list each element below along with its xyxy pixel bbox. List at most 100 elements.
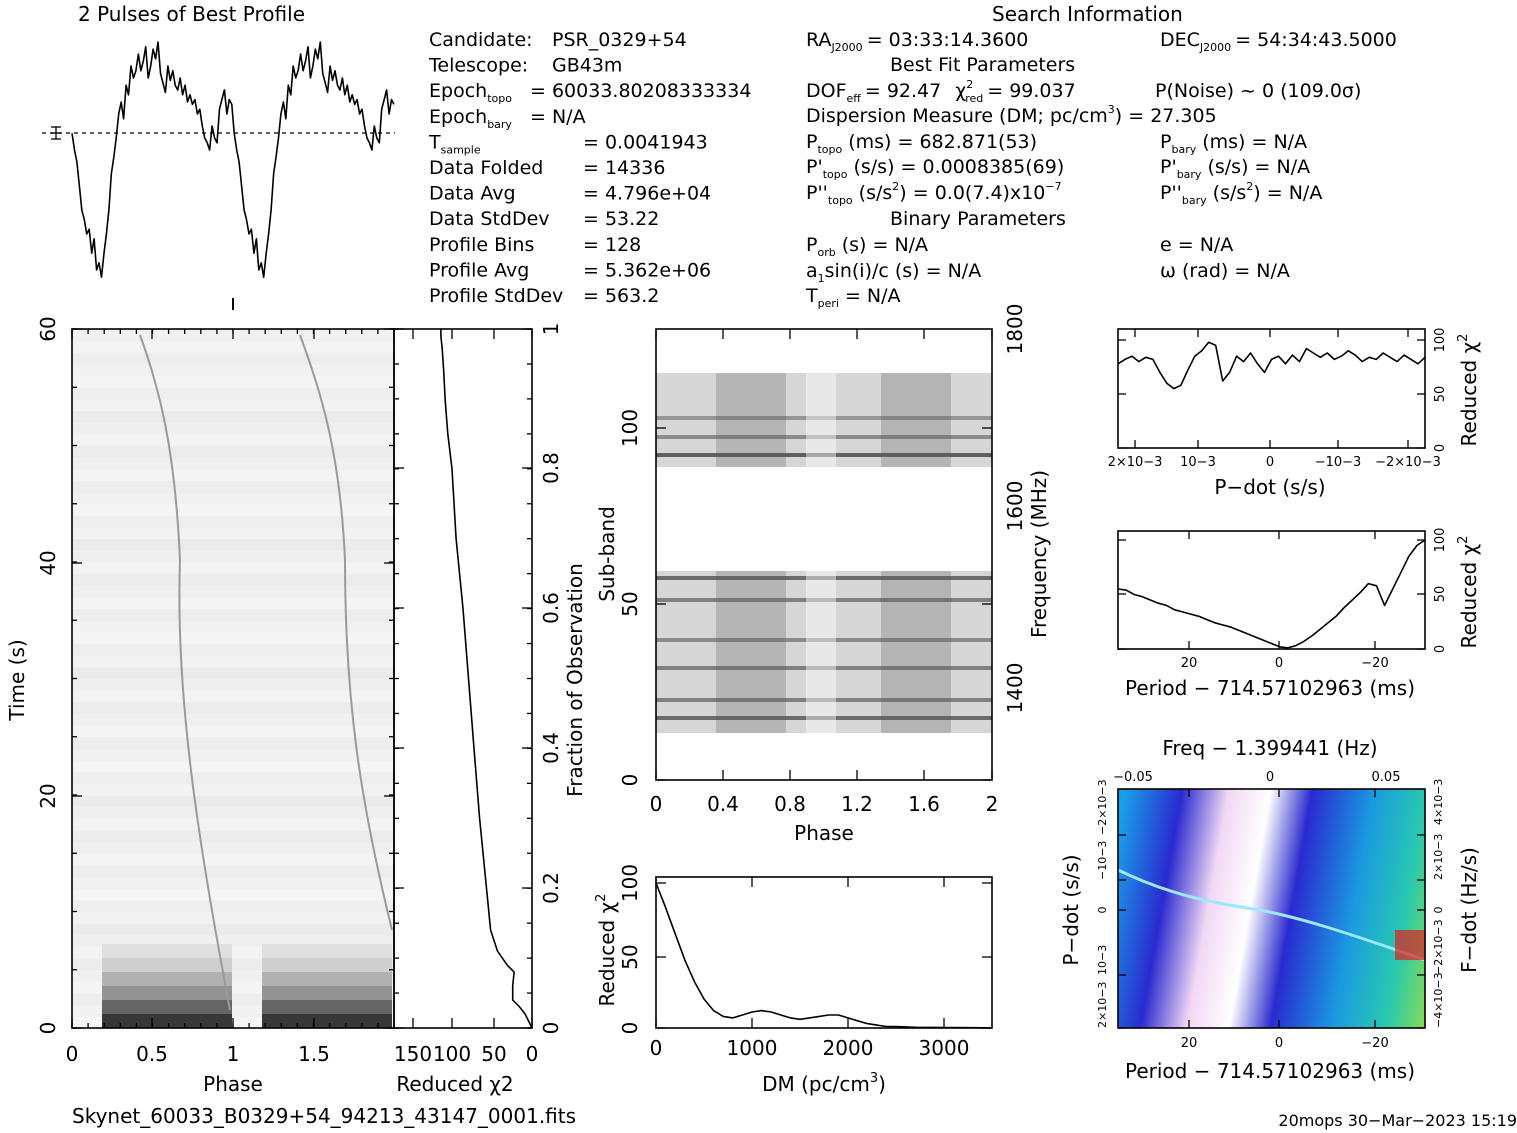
ppd-ylabel: P−dot (s/s)	[1059, 854, 1083, 965]
dm-ytick-1: 50	[618, 944, 642, 969]
time-chi-curve	[440, 329, 533, 1029]
svg-text:Dispersion Measure (DM; pc/cm3: Dispersion Measure (DM; pc/cm3) = 27.305	[806, 103, 1217, 127]
ecc-value: e = N/A	[1160, 234, 1233, 256]
info-value: = 4.796e+04	[583, 183, 711, 205]
pddtopo-value: ) = 0.0(7.4)x10	[899, 182, 1045, 204]
sb-line	[656, 576, 992, 580]
dm-xlabel: DM (pc/cm	[762, 1072, 870, 1096]
sb-xtick-3: 1.2	[841, 792, 873, 816]
pdbary-value: (s/s) = N/A	[1207, 156, 1310, 178]
a1-value: sin(i)/c (s) = N/A	[825, 260, 982, 282]
tp-row	[72, 701, 394, 714]
tc-ytick-2: 0.4	[539, 732, 563, 764]
ppd-ytick-4: −2×10−3	[1096, 779, 1109, 835]
chi-label: χ	[955, 80, 966, 102]
subband-phase-plot: 0 0.4 0.8 1.2 1.6 2 Phase 0 50 100 Sub-b…	[595, 304, 1051, 845]
svg-text:DM (pc/cm3): DM (pc/cm3)	[762, 1071, 886, 1096]
tp-row	[72, 445, 394, 458]
info-value: = 5.362e+06	[583, 259, 711, 281]
tp-row	[72, 631, 394, 645]
ppd-title: Freq − 1.399441 (Hz)	[1162, 736, 1377, 760]
ra-label: RA	[806, 29, 831, 51]
tp-ytick-0: 0	[36, 1022, 60, 1035]
tp-row	[72, 515, 394, 528]
tp-row	[72, 398, 394, 412]
info-value: GB43m	[552, 55, 622, 77]
svg-text:P'topo(s/s) = 0.0008385(69): P'topo (s/s) = 0.0008385(69)	[806, 156, 1064, 181]
pdtopo-value: (s/s) = 0.0008385(69)	[853, 156, 1064, 178]
tp-row	[72, 340, 394, 353]
tp-row	[72, 818, 394, 831]
info-row: Epochtopo = 60033.80208333334	[429, 80, 751, 105]
pe-ytick-0: 0	[1433, 645, 1448, 653]
tp-band	[262, 1000, 392, 1014]
tc-ytick-3: 0.6	[539, 592, 563, 624]
tp-band	[102, 1000, 232, 1014]
tp-row	[72, 492, 394, 505]
tperi-value: = N/A	[845, 285, 901, 307]
info-label: Data StdDev	[429, 208, 550, 230]
tp-row	[72, 573, 394, 586]
tp-row	[72, 841, 394, 854]
tp-ytick-2: 40	[36, 550, 60, 575]
tp-row	[72, 678, 394, 691]
pddbary-label: P''	[1160, 182, 1182, 204]
sb-line	[656, 435, 992, 439]
ppd-xtick-1: 0	[1275, 1036, 1283, 1051]
sb-ytick-2: 100	[618, 409, 642, 447]
info-label: Profile StdDev	[429, 285, 563, 307]
tp-row	[72, 585, 394, 598]
info-value: = N/A	[530, 106, 586, 128]
chi-value: = 99.037	[987, 80, 1075, 102]
tp-row	[72, 806, 394, 819]
ppd-ylabel2: F−dot (Hz/s)	[1457, 847, 1481, 973]
tp-row	[72, 643, 394, 656]
info-row: Profile StdDev = 563.2	[429, 285, 659, 307]
tp-row	[72, 503, 394, 516]
tp-row	[72, 666, 394, 680]
tp-row	[72, 713, 394, 726]
tp-band	[102, 972, 232, 986]
pe-xtick-1: 0	[1275, 656, 1283, 671]
dm-curve	[655, 882, 993, 1029]
info-label: Profile Bins	[429, 234, 534, 256]
ppd-y2tick-3: 2×10−3	[1432, 834, 1445, 880]
svg-text:Porb(s) = N/A: Porb (s) = N/A	[806, 234, 928, 259]
tc-xlabel: Reduced χ2	[396, 1072, 513, 1096]
info-row: Data Folded = 14336	[429, 157, 665, 179]
period-pdot-plot: Freq − 1.399441 (Hz) −0.05 0 0.05 20 0 −…	[1059, 736, 1481, 1083]
ppd-y2tick-4: 4×10−3	[1432, 779, 1445, 825]
info-row: Epochbary = N/A	[429, 106, 586, 131]
tp-band	[262, 986, 392, 1000]
tc-ylabel: Fraction of Observation	[563, 563, 587, 797]
pd-ylabel: Reduced χ	[1457, 342, 1481, 447]
info-row: Candidate: PSR_0329+54	[429, 29, 687, 51]
dm-ytick-2: 100	[618, 864, 642, 902]
ptopo-label: P	[806, 131, 817, 153]
ppd-ytick-3: −10−3	[1096, 841, 1109, 880]
info-row: Data Avg = 4.796e+04	[429, 183, 711, 205]
ppd-toptick-1: 0	[1266, 770, 1274, 785]
ptopo-value: (ms) = 682.871(53)	[848, 131, 1037, 153]
svg-text:Tperi= N/A: Tperi = N/A	[805, 285, 901, 310]
ppd-toptick-0: −0.05	[1113, 770, 1153, 785]
sb-ylabel2: Frequency (MHz)	[1027, 470, 1051, 638]
dm-ytick-0: 0	[618, 1022, 642, 1035]
pe-xtick-2: −20	[1361, 656, 1388, 671]
info-value: PSR_0329+54	[552, 29, 687, 51]
sb-xtick-2: 0.8	[774, 792, 806, 816]
tp-ytick-1: 20	[36, 783, 60, 808]
pdot-chi-plot: 2×10−3 10−3 0 −10−3 −2×10−3 P−dot (s/s) …	[1108, 328, 1481, 499]
pdbary-label: P'	[1160, 156, 1177, 178]
sb-ytick-1: 50	[618, 591, 642, 616]
pdtopo-label: P'	[806, 156, 823, 178]
tp-xlabel: Phase	[203, 1072, 263, 1096]
tp-band	[102, 986, 232, 1000]
profile-title: 2 Pulses of Best Profile	[78, 2, 305, 26]
sb-line	[656, 598, 992, 602]
sb-ytick-0: 0	[618, 774, 642, 787]
sb-xlabel: Phase	[794, 821, 854, 845]
pe-ytick-2: 100	[1433, 528, 1448, 553]
time-phase-ticks	[71, 328, 395, 1029]
